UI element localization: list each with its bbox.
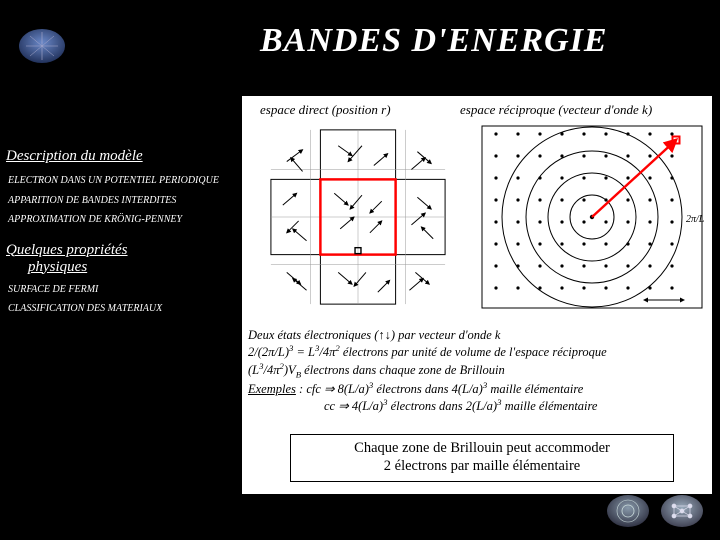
conclusion-box: Chaque zone de Brillouin peut accommoder… [290,434,674,482]
conclusion-line-2: 2 électrons par maille élémentaire [299,457,665,475]
body-line-5: cc ⇒ 4(L/a)3 électrons dans 2(L/a)3 mail… [248,397,706,414]
t: maille élémentaire [501,400,597,414]
t: cc ⇒ 4(L/a) [324,400,383,414]
content-panel: espace direct (position r) espace récipr… [242,96,712,494]
t: : cfc ⇒ 8(L/a) [296,382,369,396]
t: maille élémentaire [487,382,583,396]
body-line-3: (L3/4π2)VB électrons dans chaque zone de… [248,361,706,380]
page-title: BANDES D'ENERGIE [260,22,608,60]
body-line-1: Deux états électroniques (↑↓) par vecteu… [248,328,706,343]
t: électrons dans chaque zone de Brillouin [301,363,505,377]
figures-row: 2π/L [246,122,708,314]
body-line-2: 2/(2π/L)3 = L3/4π2 électrons par unité d… [248,343,706,360]
sidebar-item: ELECTRON DANS UN POTENTIEL PERIODIQUE [8,175,236,187]
examples-label: Exemples [248,382,296,396]
direct-space-figure [246,122,470,312]
sidebar-heading-model: Description du modèle [6,148,236,165]
slide-root: BANDES D'ENERGIE Description du modèle E… [0,0,720,540]
decorative-icon-bottom-2 [660,494,704,528]
t: électrons dans 4(L/a) [373,382,483,396]
sidebar-item: APPARITION DE BANDES INTERDITES [8,195,236,207]
t: électrons par unité de volume de l'espac… [340,345,607,359]
figure-label-direct: espace direct (position r) [260,102,391,118]
sidebar-heading-line2: physiques [28,259,236,276]
t: électrons dans 2(L/a) [387,400,497,414]
t: )V [284,363,296,377]
conclusion-line-1: Chaque zone de Brillouin peut accommoder [299,439,665,457]
t: /4π [319,345,335,359]
t: = L [293,345,315,359]
decorative-icon-top-left [18,28,66,64]
sidebar-item: SURFACE DE FERMI [8,284,236,296]
sidebar: Description du modèle ELECTRON DANS UN P… [6,148,236,323]
svg-text:2π/L: 2π/L [686,214,705,225]
body-line-4: Exemples : cfc ⇒ 8(L/a)3 électrons dans … [248,380,706,397]
sidebar-item: APPROXIMATION DE KRÖNIG-PENNEY [8,214,236,226]
body-text: Deux états électroniques (↑↓) par vecteu… [248,328,706,415]
sidebar-heading-line1: Quelques propriétés [6,242,128,258]
t: (L [248,363,259,377]
decorative-icon-bottom-1 [606,494,650,528]
t: 2/(2π/L) [248,345,289,359]
sidebar-heading-properties: Quelques propriétés physiques [6,242,236,276]
figure-label-reciprocal: espace réciproque (vecteur d'onde k) [460,102,652,118]
t: /4π [264,363,280,377]
sidebar-item: CLASSIFICATION DES MATERIAUX [8,303,236,315]
reciprocal-space-figure: 2π/L [476,122,708,312]
